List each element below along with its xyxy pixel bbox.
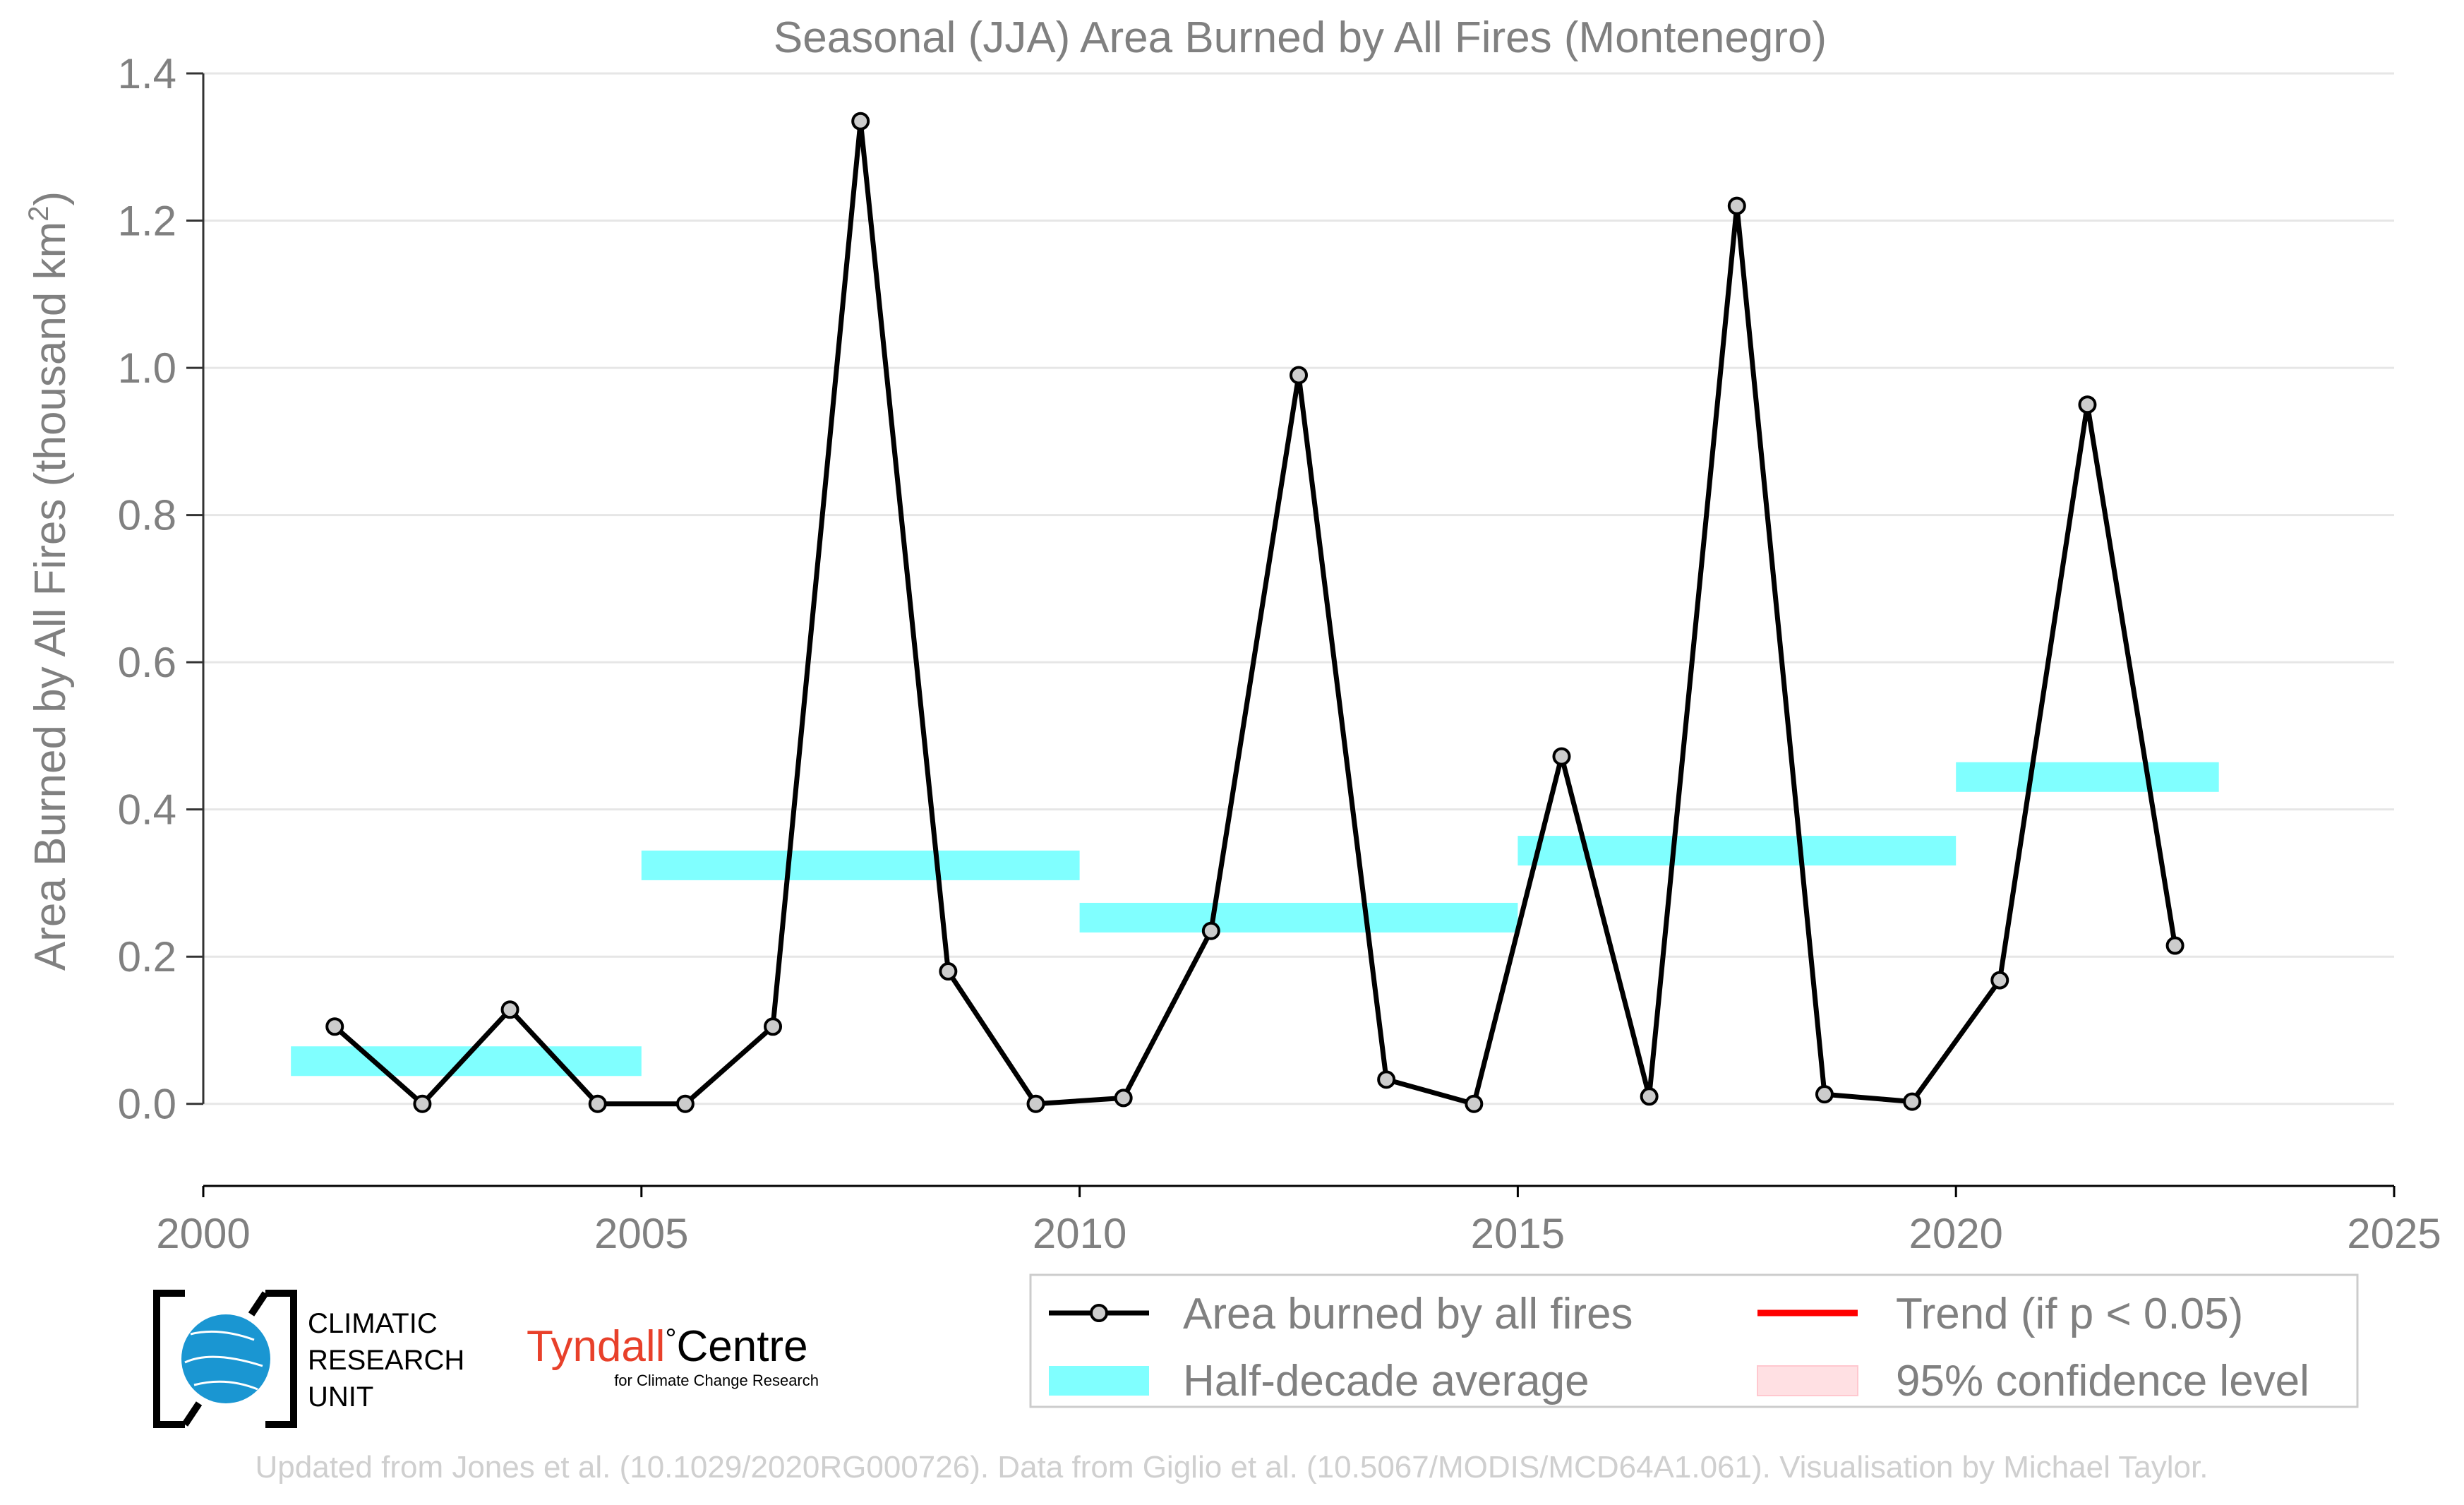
- footer-credit: Updated from Jones et al. (10.1029/2020R…: [256, 1450, 2208, 1485]
- y-axis-label-superscript: 2: [23, 206, 54, 222]
- tyndall-logo-main: Tyndall: [527, 1322, 665, 1371]
- legend-marker-area-burned: [1090, 1304, 1108, 1322]
- data-point-18: [1903, 1092, 1922, 1111]
- data-point-15: [1640, 1087, 1659, 1106]
- data-point-1: [413, 1094, 432, 1113]
- globe-icon: [181, 1314, 270, 1403]
- y-tick-label-5: 1.0: [118, 344, 176, 392]
- cru-logo-bracket-slash-top: [248, 1291, 269, 1317]
- x-tick-label-1: 2005: [594, 1210, 688, 1257]
- data-point-8: [1026, 1094, 1045, 1113]
- y-tick-label-0: 0.0: [118, 1081, 176, 1128]
- y-tick-label-6: 1.2: [118, 198, 176, 245]
- cru-logo-bracket-slash-bottom: [181, 1401, 203, 1427]
- legend-label-half-decade: Half-decade average: [1183, 1357, 1589, 1405]
- data-point-20: [2078, 395, 2097, 414]
- chart-title: Seasonal (JJA) Area Burned by All Fires …: [774, 13, 1827, 62]
- cru-logo-bracket-left: [153, 1290, 185, 1428]
- data-point-14: [1552, 747, 1571, 766]
- cru-logo: CLIMATIC RESEARCH UNIT: [153, 1290, 464, 1428]
- data-point-6: [851, 112, 870, 131]
- legend-band-confidence: [1757, 1365, 1858, 1396]
- globe-icon-contour-2: [184, 1355, 263, 1367]
- cru-logo-text-line-1: CLIMATIC: [308, 1308, 438, 1339]
- y-tick-label-3: 0.6: [118, 639, 176, 686]
- data-point-3: [588, 1094, 607, 1113]
- data-point-0: [325, 1017, 344, 1036]
- globe-icon-contour-1: [190, 1330, 255, 1341]
- x-tick-label-5: 2025: [2347, 1210, 2441, 1257]
- y-tick-label-4: 0.8: [118, 492, 176, 539]
- legend-band-half-decade: [1049, 1366, 1149, 1396]
- x-tick-label-3: 2015: [1471, 1210, 1565, 1257]
- y-tick-label-1: 0.2: [118, 933, 176, 981]
- series-line: [332, 119, 2178, 1107]
- half-decade-band-0: [291, 1046, 642, 1077]
- globe-icon-contour-3: [193, 1380, 258, 1391]
- legend-label-trend: Trend (if p < 0.05): [1896, 1290, 2243, 1338]
- data-point-7: [939, 962, 958, 981]
- y-axis-label: Area Burned by All Fires (thousand km2): [23, 191, 75, 971]
- half-decade-band-1: [641, 850, 1080, 880]
- legend-frame: [1029, 1273, 2359, 1408]
- data-point-10: [1201, 921, 1220, 940]
- cru-logo-text-line-3: UNIT: [308, 1381, 373, 1413]
- x-tick-label-2: 2010: [1033, 1210, 1126, 1257]
- y-tick-label-7: 1.4: [118, 50, 176, 97]
- svg-text:Area Burned by All Fires (thou: Area Burned by All Fires (thousand km2): [23, 191, 75, 971]
- data-point-19: [1990, 971, 2009, 990]
- data-point-9: [1114, 1089, 1133, 1108]
- tyndall-logo: Tyndall°Centre for Climate Change Resear…: [527, 1322, 819, 1389]
- legend-label-area-burned: Area burned by all fires: [1183, 1290, 1633, 1338]
- data-point-12: [1377, 1070, 1396, 1089]
- tyndall-logo-degree: °: [665, 1324, 676, 1355]
- series-area-burned: [325, 112, 2184, 1113]
- half-decade-band-4: [1956, 762, 2219, 792]
- data-point-5: [764, 1017, 783, 1036]
- data-point-4: [675, 1094, 695, 1113]
- data-point-13: [1465, 1094, 1484, 1113]
- cru-logo-bracket-right: [265, 1290, 297, 1428]
- cru-logo-text-line-2: RESEARCH: [308, 1345, 464, 1376]
- y-axis: 0.0 0.2 0.4 0.6 0.8 1.0 1.2 1.4: [118, 50, 205, 1128]
- legend: Area burned by all fires Trend (if p < 0…: [1029, 1273, 2359, 1408]
- x-tick-label-0: 2000: [156, 1210, 250, 1257]
- data-point-21: [2165, 936, 2184, 955]
- half-decade-averages: [291, 762, 2219, 1077]
- tyndall-logo-subtitle: for Climate Change Research: [614, 1372, 819, 1389]
- tyndall-logo-centre: Centre: [676, 1322, 807, 1371]
- y-axis-label-main: Area Burned by All Fires (thousand km: [26, 222, 75, 971]
- grid-lines: [203, 72, 2394, 1105]
- x-axis: 2000 2005 2010 2015 2020 2025: [156, 1185, 2441, 1257]
- data-point-17: [1815, 1085, 1834, 1104]
- data-point-2: [500, 1000, 519, 1019]
- y-tick-label-2: 0.4: [118, 786, 176, 834]
- data-point-16: [1727, 196, 1746, 215]
- svg-text:Tyndall°Centre: Tyndall°Centre: [527, 1322, 808, 1371]
- half-decade-band-2: [1079, 902, 1518, 933]
- data-point-11: [1290, 366, 1308, 385]
- x-tick-label-4: 2020: [1909, 1210, 2002, 1257]
- legend-label-confidence: 95% confidence level: [1896, 1357, 2309, 1405]
- y-axis-label-end: ): [26, 191, 75, 206]
